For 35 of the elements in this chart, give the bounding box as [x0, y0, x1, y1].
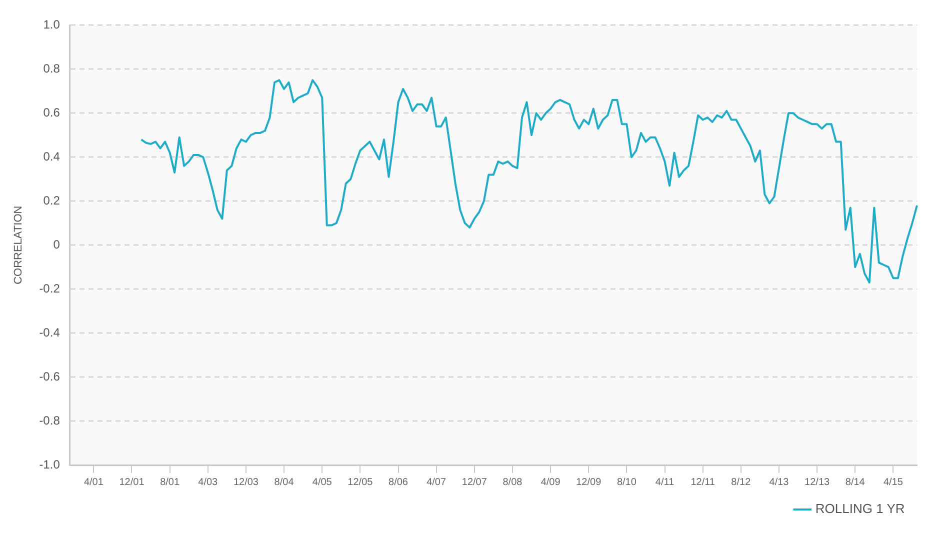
- y-tick-label: -0.2: [39, 281, 60, 296]
- x-tick-label: 12/11: [690, 476, 716, 488]
- y-tick-label: 0.2: [43, 193, 60, 208]
- x-tick-label: 8/14: [845, 476, 866, 488]
- x-tick-label: 4/15: [883, 476, 904, 488]
- x-tick-label: 12/07: [462, 476, 488, 488]
- y-tick-label: -0.8: [39, 413, 60, 428]
- x-tick-label: 8/08: [502, 476, 523, 488]
- x-tick-label: 4/11: [655, 476, 675, 488]
- legend-label: ROLLING 1 YR: [815, 501, 905, 516]
- y-tick-label: 0.6: [43, 105, 60, 120]
- y-axis-title: CORRELATION: [12, 206, 25, 284]
- x-tick-label: 4/07: [426, 476, 446, 488]
- x-tick-label: 8/06: [388, 476, 408, 488]
- y-tick-label: 1.0: [43, 18, 60, 32]
- x-tick-label: 8/12: [731, 476, 752, 488]
- x-tick-label: 12/05: [348, 476, 374, 488]
- x-tick-label: 4/13: [769, 476, 790, 488]
- x-tick-label: 12/13: [804, 476, 830, 488]
- y-tick-label: 0: [53, 237, 60, 252]
- x-tick-label: 4/01: [84, 476, 104, 488]
- x-tick-label: 4/03: [198, 476, 218, 488]
- x-tick-label: 8/01: [160, 476, 180, 488]
- y-tick-label: 0.8: [43, 61, 60, 76]
- x-tick-label: 12/09: [576, 476, 602, 488]
- x-tick-label: 12/03: [233, 476, 259, 488]
- x-tick-label: 8/10: [616, 476, 637, 488]
- y-tick-label: -1.0: [39, 457, 60, 472]
- x-tick-label: 8/04: [274, 476, 294, 488]
- y-tick-label: 0.4: [43, 149, 60, 164]
- y-tick-label: -0.6: [39, 369, 60, 384]
- x-tick-label: 12/01: [119, 476, 145, 488]
- y-tick-label: -0.4: [39, 325, 60, 340]
- x-tick-label: 4/05: [312, 476, 332, 488]
- x-tick-label: 4/09: [540, 476, 561, 488]
